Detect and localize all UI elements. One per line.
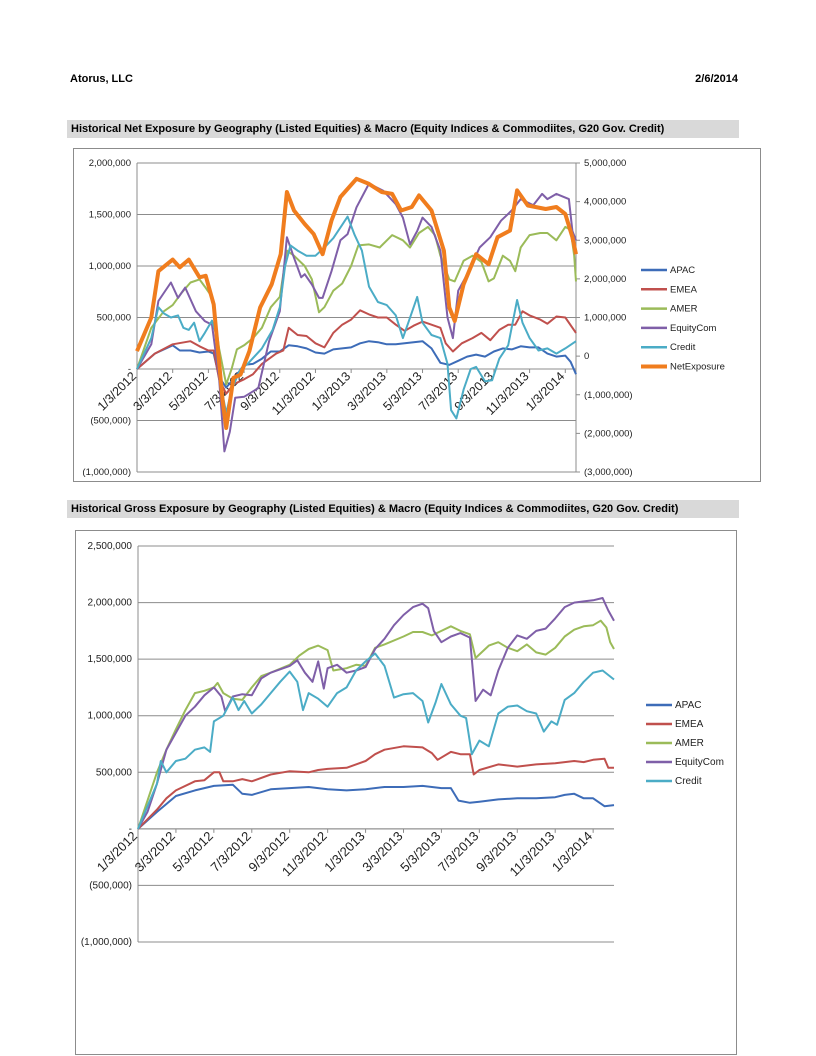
gross-exposure-title: Historical Gross Exposure by Geography (…: [67, 500, 739, 518]
y-right-tick-label: (3,000,000): [584, 467, 633, 478]
y-right-tick-label: 4,000,000: [584, 197, 626, 208]
report-date: 2/6/2014: [695, 73, 738, 85]
y-right-tick-label: 1,000,000: [584, 313, 626, 324]
x-tick-label: 5/3/2013: [397, 828, 443, 874]
legend-label: EquityCom: [675, 757, 724, 768]
y-tick-label: 500,000: [97, 313, 131, 324]
y-right-tick-label: 5,000,000: [584, 158, 626, 169]
net-exposure-chart: (1,000,000) (500,000) - 500,000 1,000,000 1,5…: [73, 148, 761, 482]
net-exposure-title: Historical Net Exposure by Geography (Li…: [67, 120, 739, 138]
x-tick-label: 1/3/2013: [321, 828, 367, 874]
y-tick-label: (1,000,000): [82, 467, 131, 478]
legend-label: NetExposure: [670, 362, 725, 373]
chart-svg: (1,000,000) (500,000) - 500,000 1,000,000 1,5…: [82, 158, 725, 478]
legend-label: AMER: [670, 304, 698, 315]
y-tick-label: 1,500,000: [88, 654, 133, 665]
y-right-tick-label: 3,000,000: [584, 235, 626, 246]
y-right-tick-label: 2,000,000: [584, 274, 626, 285]
y-tick-label: 2,000,000: [88, 598, 133, 609]
y-right-tick-label: (1,000,000): [584, 390, 633, 401]
y-tick-label: 2,500,000: [88, 541, 133, 552]
series-line-credit: [136, 215, 577, 420]
series-line-equitycom: [136, 182, 577, 453]
y-tick-label: 2,000,000: [89, 158, 131, 169]
legend-label: AMER: [675, 738, 704, 749]
series-line-equitycom: [137, 597, 615, 830]
legend-label: EquityCom: [670, 323, 717, 334]
chart-svg: (1,000,000) (500,000) - 500,000 1,000,000 1,5…: [81, 541, 724, 948]
series-line-netexposure: [135, 176, 578, 430]
y-tick-label: (500,000): [89, 880, 132, 891]
x-tick-label: 1/3/2014: [549, 828, 595, 874]
gross-exposure-chart: (1,000,000) (500,000) - 500,000 1,000,000 1,5…: [75, 530, 737, 1055]
series-line-apac: [137, 783, 615, 830]
y-tick-label: (500,000): [90, 416, 131, 427]
series-line-credit: [137, 652, 615, 830]
series-line-amer: [137, 619, 615, 830]
series-line-emea: [137, 745, 614, 830]
x-tick-label: 3/3/2013: [359, 828, 405, 874]
x-tick-label: 1/3/2012: [94, 828, 140, 874]
y-tick-label: 1,000,000: [89, 261, 131, 272]
company-name: Atorus, LLC: [70, 73, 133, 85]
x-tick-label: 3/3/2012: [132, 828, 178, 874]
series-line-emea: [136, 309, 577, 395]
legend-label: EMEA: [670, 284, 698, 295]
y-tick-label: 1,000,000: [88, 711, 133, 722]
y-tick-label: 1,500,000: [89, 210, 131, 221]
y-right-tick-label: (2,000,000): [584, 428, 633, 439]
y-tick-label: 500,000: [96, 767, 133, 778]
y-right-tick-label: 0: [584, 351, 589, 362]
series-line-amer: [136, 225, 577, 386]
x-tick-label: 7/3/2013: [435, 828, 481, 874]
legend-label: Credit: [675, 776, 702, 787]
x-tick-label: 1/3/2014: [523, 369, 567, 413]
legend-label: APAC: [670, 265, 695, 276]
legend-label: APAC: [675, 700, 702, 711]
y-tick-label: -: [129, 824, 132, 835]
legend-label: EMEA: [675, 719, 704, 730]
y-tick-label: -: [128, 364, 131, 375]
x-tick-label: 5/3/2012: [170, 828, 216, 874]
x-tick-label: 7/3/2012: [208, 828, 254, 874]
y-tick-label: (1,000,000): [81, 937, 132, 948]
legend-label: Credit: [670, 342, 696, 353]
